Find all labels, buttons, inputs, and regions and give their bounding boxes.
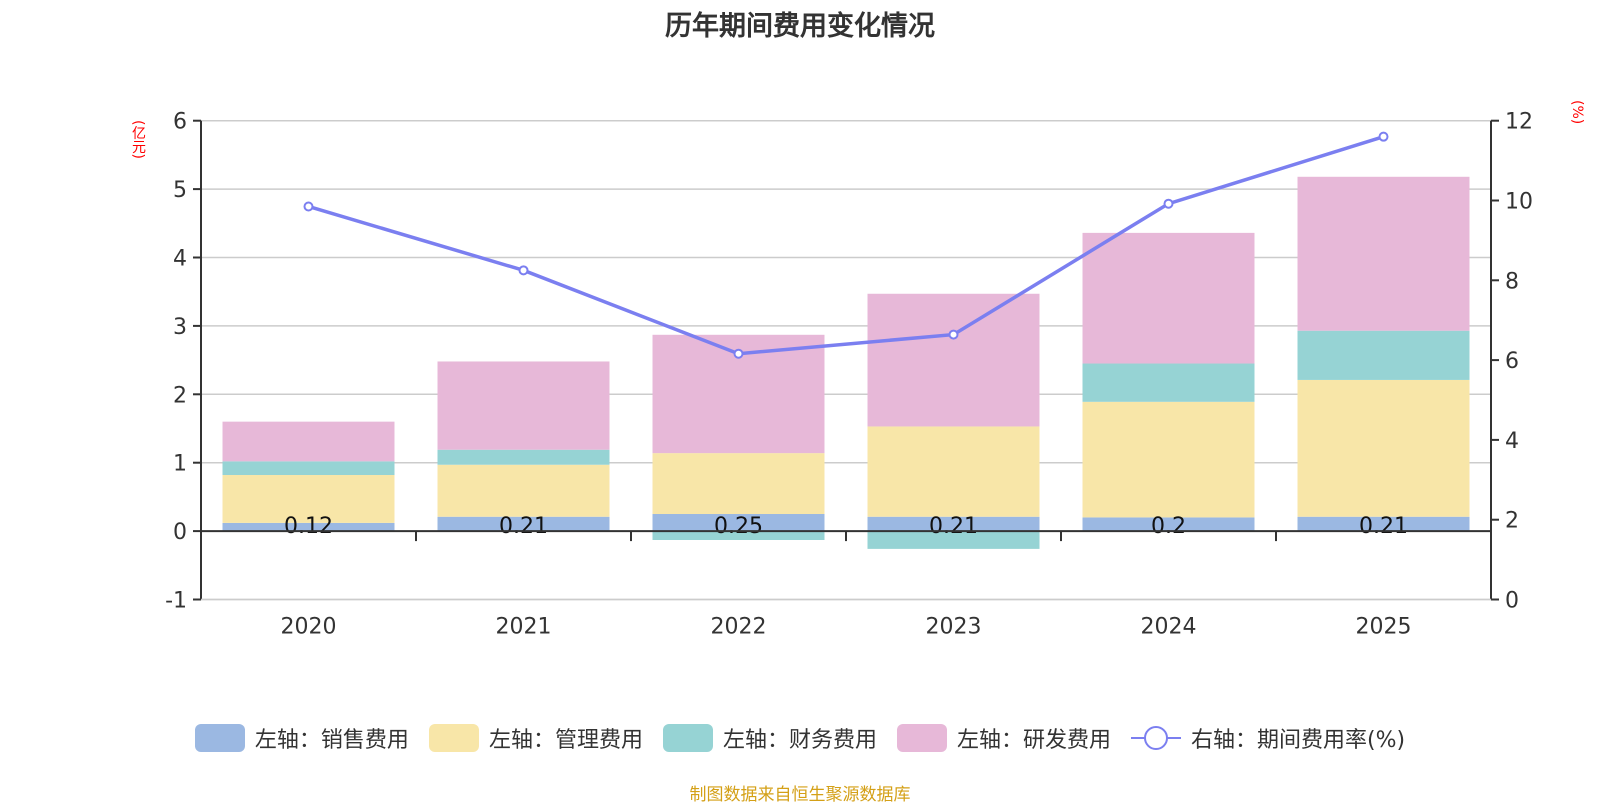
data-label: 0.12 bbox=[284, 514, 333, 539]
left-tick-label: 4 bbox=[173, 247, 187, 272]
left-tick-label: 1 bbox=[173, 452, 187, 477]
data-label: 0.21 bbox=[499, 514, 548, 539]
x-tick-label: 2021 bbox=[496, 615, 552, 640]
legend-label-rnd: 左轴：研发费用 bbox=[956, 728, 1111, 753]
legend-label-admin: 左轴：管理费用 bbox=[488, 728, 643, 753]
legend-item-finance[interactable]: 左轴：财务费用 bbox=[662, 722, 877, 754]
bar-segment bbox=[222, 475, 395, 523]
left-axis-unit: (亿元) bbox=[130, 120, 146, 159]
legend-item-sales[interactable]: 左轴：销售费用 bbox=[194, 722, 409, 754]
left-tick-label: 0 bbox=[173, 520, 187, 545]
bar-segment bbox=[222, 421, 395, 462]
legend-label-sales: 左轴：销售费用 bbox=[254, 728, 409, 753]
bar-segment bbox=[1082, 401, 1255, 518]
legend-swatch-admin bbox=[428, 724, 479, 752]
right-tick-label: 6 bbox=[1505, 349, 1519, 374]
bar-segment bbox=[222, 522, 395, 532]
legend-swatch-sales bbox=[194, 724, 245, 752]
legend-swatch-rnd bbox=[896, 724, 947, 752]
right-tick-label: 0 bbox=[1505, 589, 1519, 614]
data-source-footer: 制图数据来自恒生聚源数据库 bbox=[689, 785, 911, 805]
legend-swatch-finance bbox=[662, 724, 713, 752]
legend-item-admin[interactable]: 左轴：管理费用 bbox=[428, 722, 643, 754]
bar-segment bbox=[1297, 330, 1470, 380]
x-tick-label: 2020 bbox=[281, 615, 337, 640]
x-tick-label: 2023 bbox=[926, 615, 982, 640]
bar-segment bbox=[1082, 363, 1255, 402]
bar-segment bbox=[1082, 232, 1255, 364]
bar-segment bbox=[867, 293, 1040, 427]
expense-rate-point bbox=[948, 329, 959, 340]
x-tick-label: 2025 bbox=[1356, 615, 1412, 640]
bar-segment bbox=[1082, 517, 1255, 532]
bar-segment bbox=[1297, 516, 1470, 532]
legend: 左轴：销售费用 左轴：管理费用 左轴：财务费用 左轴：研发费用 右轴：期间费用率… bbox=[0, 722, 1600, 754]
bar-segment bbox=[437, 464, 610, 517]
bar-segment bbox=[1297, 176, 1470, 331]
left-tick-label: 6 bbox=[173, 110, 187, 135]
left-tick-label: 3 bbox=[173, 315, 187, 340]
bar-segment bbox=[1297, 379, 1470, 517]
bar-segment bbox=[652, 531, 825, 540]
bar-segment bbox=[652, 514, 825, 532]
legend-label-finance: 左轴：财务费用 bbox=[722, 728, 877, 753]
expense-rate-point bbox=[1378, 131, 1389, 142]
x-tick-label: 2022 bbox=[711, 615, 767, 640]
data-label: 0.21 bbox=[929, 514, 978, 539]
left-tick-label: 5 bbox=[173, 178, 187, 203]
expense-rate-point bbox=[733, 348, 744, 359]
legend-label-expense-rate: 右轴：期间费用率(%) bbox=[1190, 728, 1406, 753]
right-tick-label: 2 bbox=[1505, 509, 1519, 534]
right-axis-unit: (%) bbox=[1569, 100, 1585, 125]
expense-rate-point bbox=[1163, 198, 1174, 209]
legend-item-rnd[interactable]: 左轴：研发费用 bbox=[896, 722, 1111, 754]
chart-title: 历年期间费用变化情况 bbox=[665, 11, 935, 42]
data-label: 0.21 bbox=[1359, 514, 1408, 539]
bar-segment bbox=[222, 461, 395, 476]
bar-segment bbox=[867, 516, 1040, 532]
bar-segment bbox=[437, 361, 610, 450]
left-tick-label: -1 bbox=[165, 589, 187, 614]
left-tick-label: 2 bbox=[173, 383, 187, 408]
expense-rate-line bbox=[308, 134, 1385, 356]
bar-segment bbox=[437, 449, 610, 465]
right-tick-label: 8 bbox=[1505, 269, 1519, 294]
x-tick-label: 2024 bbox=[1141, 615, 1197, 640]
data-label: 0.2 bbox=[1151, 514, 1186, 539]
data-label: 0.25 bbox=[714, 514, 763, 539]
bar-segment bbox=[437, 516, 610, 532]
right-tick-label: 12 bbox=[1505, 110, 1533, 135]
bar-segment bbox=[867, 426, 1040, 517]
bar-segment bbox=[867, 531, 1040, 549]
legend-item-expense-rate[interactable]: 右轴：期间费用率(%) bbox=[1130, 722, 1406, 754]
right-tick-label: 10 bbox=[1505, 190, 1533, 215]
legend-line-circle-icon bbox=[1130, 724, 1181, 752]
right-tick-label: 4 bbox=[1505, 429, 1519, 454]
expense-rate-point bbox=[303, 201, 314, 212]
expense-rate-point bbox=[518, 265, 529, 276]
bar-segment bbox=[652, 453, 825, 514]
